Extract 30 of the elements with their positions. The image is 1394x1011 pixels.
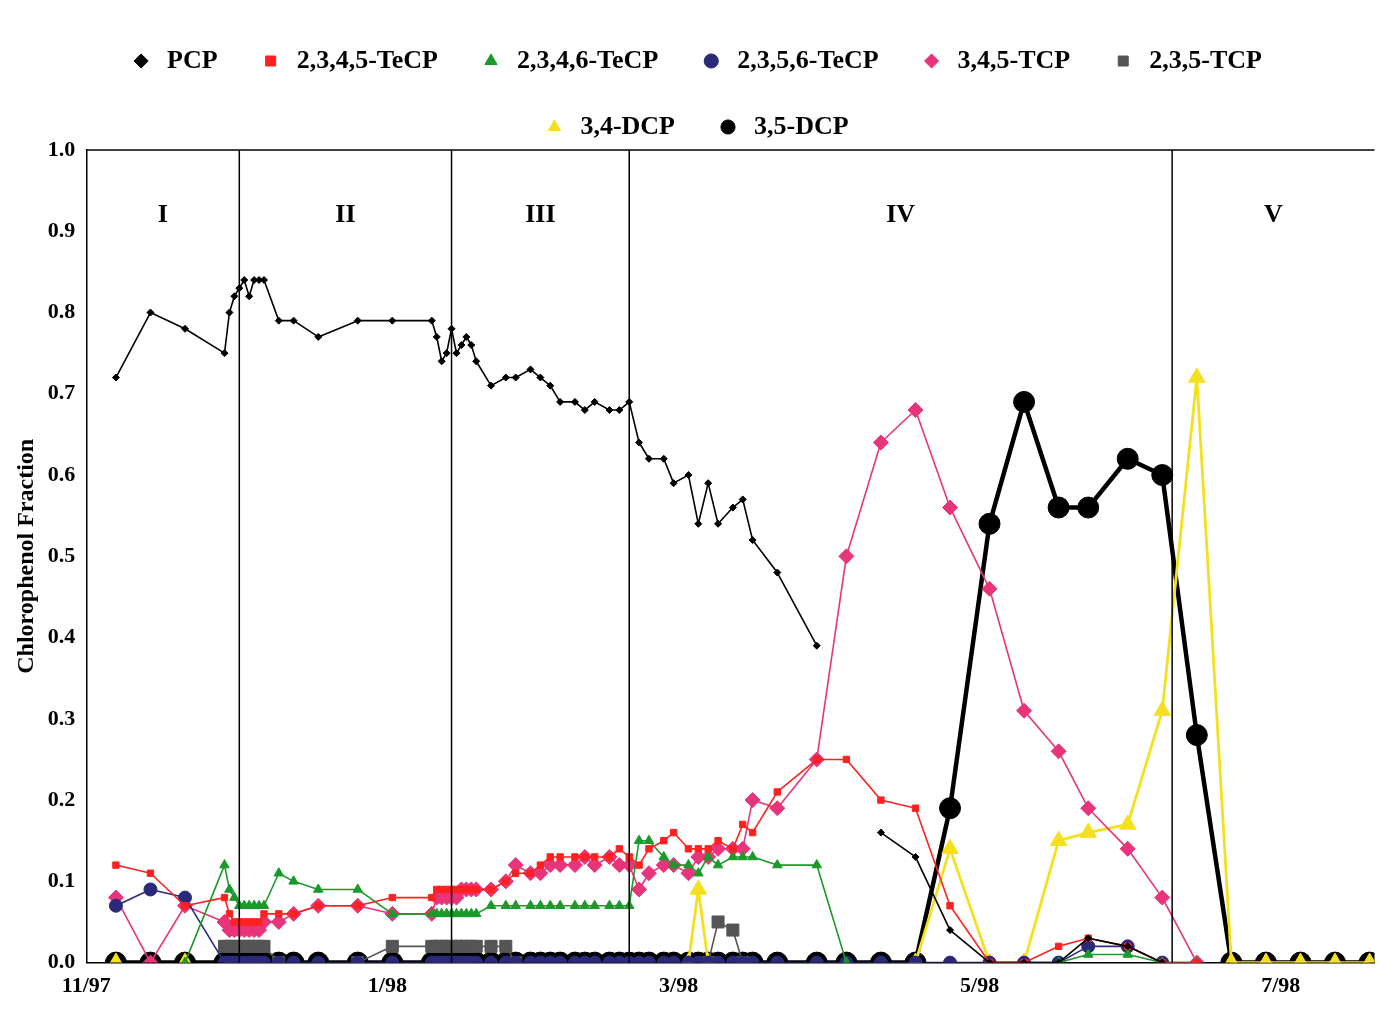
y-tick-label: 0.2 [47, 785, 76, 811]
legend-label: 2,3,5-TCP [1149, 44, 1263, 74]
legend-label: PCP [167, 44, 218, 74]
legend-label: 3,4,5-TCP [957, 44, 1071, 74]
legend-label: 3,5-DCP [754, 110, 849, 140]
y-tick-label: 0.0 [47, 948, 76, 974]
annotation: III [525, 198, 556, 228]
x-tick-label: 7/98 [1261, 972, 1301, 998]
legend-label: 3,4-DCP [580, 110, 676, 140]
annotation: II [335, 198, 356, 228]
annotation: I [157, 198, 168, 228]
x-tick-label: 11/97 [61, 972, 111, 998]
y-tick-label: 0.7 [47, 379, 76, 405]
legend-label: 2,3,5,6-TeCP [737, 44, 879, 74]
y-tick-label: 0.8 [47, 298, 76, 324]
x-tick-label: 3/98 [659, 972, 699, 998]
y-tick-label: 0.1 [47, 867, 76, 893]
y-tick-label: 0.4 [47, 623, 76, 649]
y-tick-label: 0.5 [47, 541, 76, 567]
y-tick-label: 0.9 [47, 216, 76, 242]
y-axis-title: Chlorophenol Fraction [11, 438, 38, 674]
x-tick-label: 5/98 [960, 972, 1000, 998]
y-tick-label: 1.0 [47, 135, 76, 161]
legend-label: 2,3,4,6-TeCP [516, 44, 659, 74]
y-tick-label: 0.3 [47, 704, 76, 730]
annotation: IV [886, 198, 916, 228]
legend-label: 2,3,4,5-TeCP [296, 44, 439, 74]
annotation: V [1263, 198, 1283, 228]
y-tick-label: 0.6 [47, 460, 76, 486]
x-tick-label: 1/98 [367, 972, 407, 998]
